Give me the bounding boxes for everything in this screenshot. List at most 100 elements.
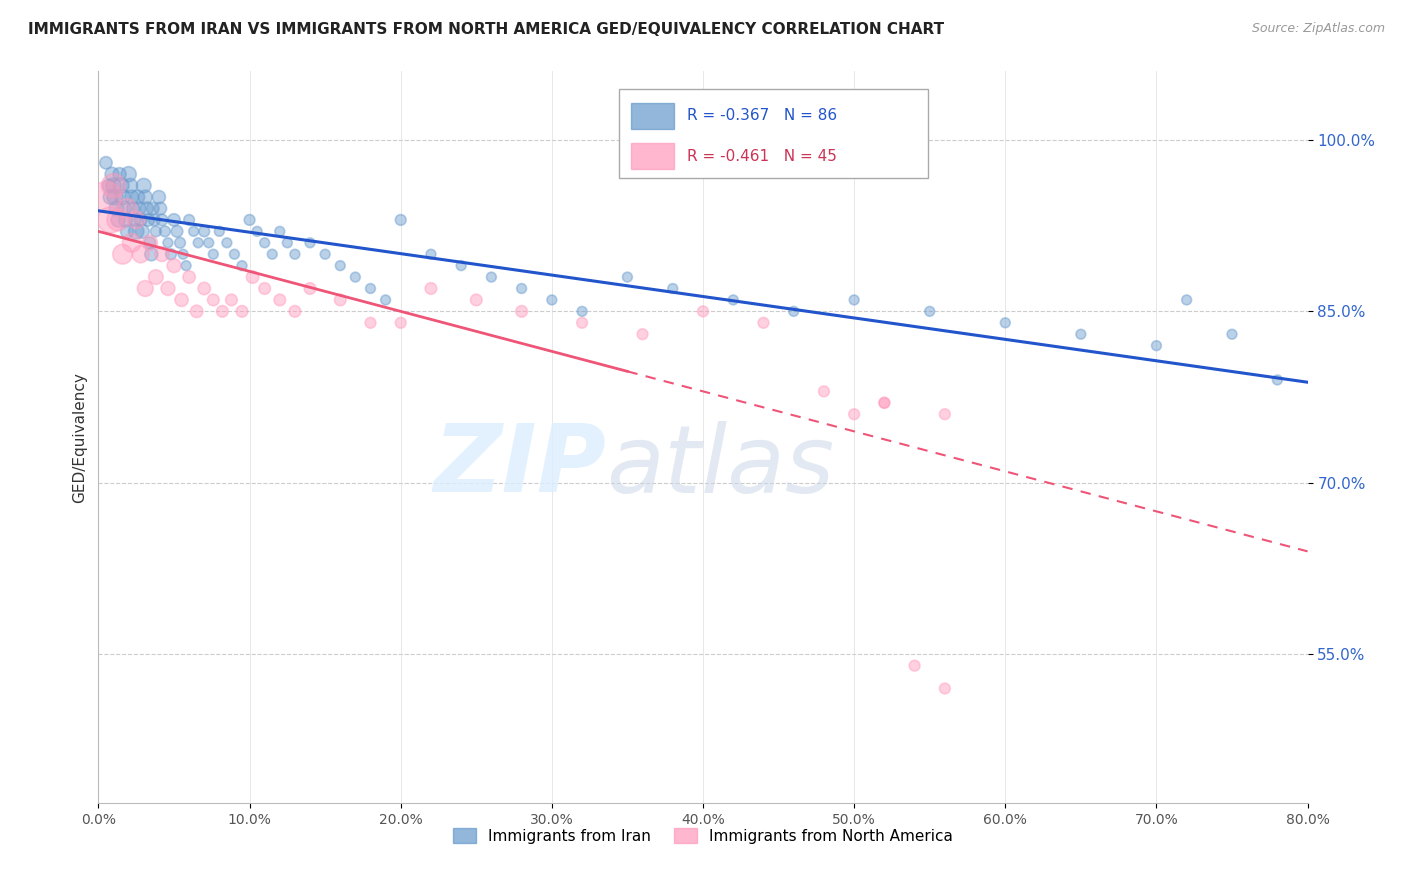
Y-axis label: GED/Equivalency: GED/Equivalency: [72, 372, 87, 502]
Point: [571, 316, 593, 330]
Point: [114, 213, 136, 227]
Point: [344, 270, 367, 285]
Point: [374, 293, 396, 307]
Point: [142, 202, 165, 216]
Point: [115, 202, 138, 216]
Point: [299, 281, 322, 295]
Point: [134, 281, 156, 295]
Point: [118, 167, 141, 181]
Point: [813, 384, 835, 399]
Point: [94, 190, 117, 204]
Point: [139, 235, 162, 250]
Point: [172, 247, 194, 261]
Point: [616, 270, 638, 285]
Point: [179, 213, 201, 227]
Point: [1175, 293, 1198, 307]
Point: [121, 190, 143, 204]
Point: [132, 178, 155, 193]
Point: [193, 224, 215, 238]
Point: [125, 213, 148, 227]
Point: [269, 293, 291, 307]
Point: [187, 235, 209, 250]
Point: [329, 259, 352, 273]
Point: [156, 235, 179, 250]
Point: [1267, 373, 1289, 387]
Point: [98, 178, 121, 193]
Point: [136, 213, 159, 227]
Text: Source: ZipAtlas.com: Source: ZipAtlas.com: [1251, 22, 1385, 36]
Point: [169, 235, 191, 250]
Point: [269, 224, 291, 238]
Point: [783, 304, 806, 318]
Text: IMMIGRANTS FROM IRAN VS IMMIGRANTS FROM NORTH AMERICA GED/EQUIVALENCY CORRELATIO: IMMIGRANTS FROM IRAN VS IMMIGRANTS FROM …: [28, 22, 945, 37]
Point: [723, 293, 745, 307]
Point: [163, 213, 186, 227]
Point: [934, 407, 956, 421]
Point: [276, 235, 298, 250]
Point: [183, 224, 205, 238]
Point: [149, 202, 172, 216]
Point: [224, 247, 246, 261]
Point: [107, 213, 129, 227]
Point: [360, 316, 382, 330]
Point: [450, 259, 472, 273]
Point: [110, 178, 132, 193]
Point: [329, 293, 352, 307]
Point: [215, 235, 238, 250]
Point: [150, 213, 173, 227]
Point: [420, 247, 443, 261]
Point: [389, 213, 412, 227]
FancyBboxPatch shape: [619, 89, 928, 178]
Point: [844, 407, 866, 421]
Point: [108, 167, 131, 181]
Point: [107, 213, 129, 227]
Point: [540, 293, 562, 307]
Point: [186, 304, 208, 318]
Point: [131, 224, 153, 238]
Point: [105, 202, 128, 216]
Point: [129, 247, 152, 261]
Point: [121, 235, 143, 250]
Point: [170, 293, 193, 307]
Text: atlas: atlas: [606, 421, 835, 512]
FancyBboxPatch shape: [631, 143, 675, 169]
Point: [174, 259, 197, 273]
Point: [134, 190, 156, 204]
Point: [208, 224, 231, 238]
Point: [239, 213, 262, 227]
Point: [262, 247, 284, 261]
Point: [145, 270, 167, 285]
Text: R = -0.367   N = 86: R = -0.367 N = 86: [686, 109, 837, 123]
Point: [1220, 327, 1243, 342]
Point: [481, 270, 503, 285]
Point: [103, 178, 125, 193]
Text: ZIP: ZIP: [433, 420, 606, 512]
Point: [873, 396, 896, 410]
Point: [166, 224, 188, 238]
Point: [918, 304, 941, 318]
Point: [124, 213, 146, 227]
Point: [510, 281, 533, 295]
Point: [253, 281, 276, 295]
Point: [360, 281, 382, 295]
Point: [994, 316, 1017, 330]
Point: [934, 681, 956, 696]
Point: [122, 202, 145, 216]
Point: [231, 259, 253, 273]
Text: R = -0.461   N = 45: R = -0.461 N = 45: [686, 149, 837, 163]
Point: [571, 304, 593, 318]
Point: [125, 224, 148, 238]
Point: [115, 224, 138, 238]
Point: [129, 213, 152, 227]
Point: [873, 396, 896, 410]
Point: [246, 224, 269, 238]
Point: [253, 235, 276, 250]
Point: [242, 270, 264, 285]
Point: [844, 293, 866, 307]
Point: [661, 281, 683, 295]
Point: [510, 304, 533, 318]
Point: [314, 247, 336, 261]
FancyBboxPatch shape: [631, 103, 675, 129]
Point: [202, 247, 225, 261]
Legend: Immigrants from Iran, Immigrants from North America: Immigrants from Iran, Immigrants from No…: [447, 822, 959, 850]
